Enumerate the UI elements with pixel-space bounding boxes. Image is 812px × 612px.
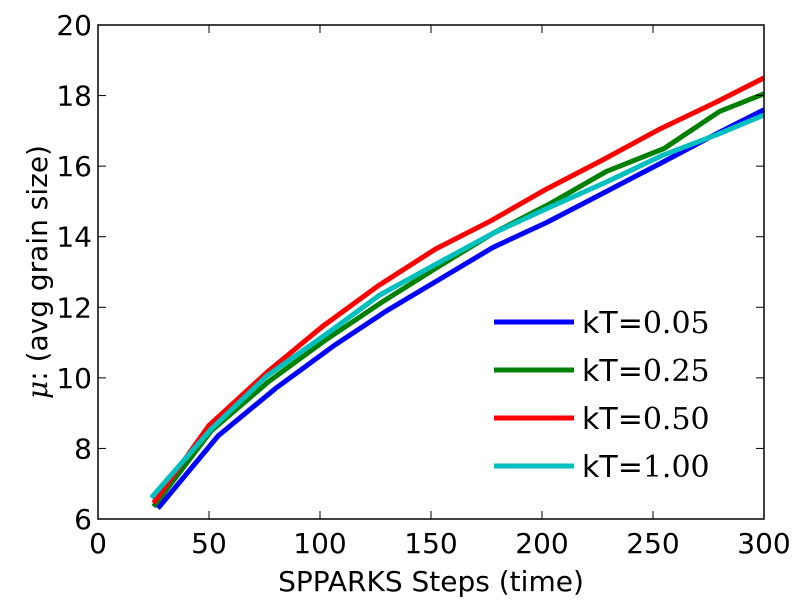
x-tick-label-6: 300 xyxy=(737,527,790,560)
y-tick-label-0: 6 xyxy=(74,503,92,536)
legend-label-value-2: 0.50 xyxy=(643,402,710,437)
x-axis-label: SPPARKS Steps (time) xyxy=(278,565,584,598)
x-tick-label-0: 0 xyxy=(89,527,107,560)
x-tick-label-4: 200 xyxy=(515,527,568,560)
legend-label-3: kT=1.00 xyxy=(582,450,710,485)
y-tick-label-6: 18 xyxy=(56,80,92,113)
y-tick-label-1: 8 xyxy=(74,432,92,465)
y-tick-label-2: 10 xyxy=(56,362,92,395)
series-line-0 xyxy=(155,107,766,510)
legend-label-prefix-2: kT= xyxy=(582,402,643,437)
legend-label-value-0: 0.05 xyxy=(643,306,710,341)
legend-label-prefix-0: kT= xyxy=(582,306,643,341)
x-tick-label-2: 100 xyxy=(293,527,346,560)
legend-label-prefix-3: kT= xyxy=(582,450,643,485)
x-tick-label-1: 50 xyxy=(191,527,227,560)
y-tick-label-4: 14 xyxy=(56,221,92,254)
tick-layer: 0 50 100 150 200 250 300 6 8 10 12 14 16 18 20 xyxy=(56,9,790,560)
y-tick-label-5: 16 xyxy=(56,150,92,183)
legend-label-2: kT=0.50 xyxy=(582,402,710,437)
y-tick-label-3: 12 xyxy=(56,291,92,324)
y-axis-label: μ: (avg grain size) xyxy=(21,145,54,399)
y-tick-label-7: 20 xyxy=(56,9,92,42)
legend-label-prefix-1: kT= xyxy=(582,354,643,389)
legend-label-1: kT=0.25 xyxy=(582,354,710,389)
legend-label-0: kT=0.05 xyxy=(582,306,710,341)
series-line-3 xyxy=(149,112,765,500)
x-tick-label-5: 250 xyxy=(626,527,679,560)
legend-label-value-3: 1.00 xyxy=(643,450,710,485)
series-line-2 xyxy=(151,75,766,505)
y-axis-label-symbol: μ xyxy=(21,381,54,399)
x-tick-label-3: 150 xyxy=(404,527,457,560)
legend-label-value-1: 0.25 xyxy=(643,354,710,389)
series-layer xyxy=(149,75,766,510)
y-axis-label-text: : (avg grain size) xyxy=(21,145,54,381)
